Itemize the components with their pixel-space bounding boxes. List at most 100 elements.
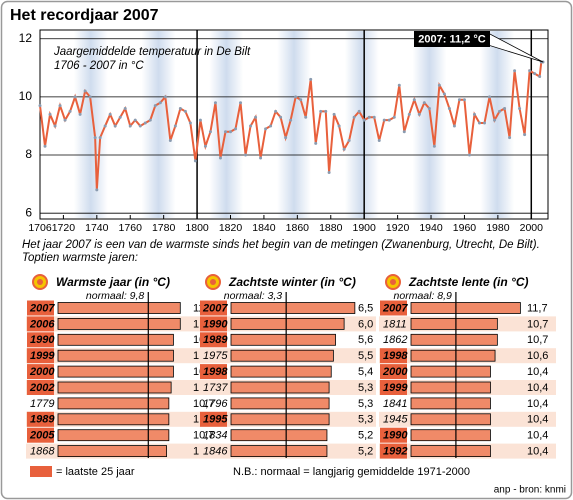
value-label: 5,3 — [358, 398, 373, 410]
value-label: 10,4 — [527, 382, 548, 394]
data-point — [138, 124, 142, 128]
title: Het recordjaar 2007 — [10, 7, 159, 24]
bar — [230, 445, 328, 458]
bar — [57, 317, 181, 330]
data-point — [467, 153, 471, 157]
year-highlight — [27, 348, 54, 364]
x-tick-label: 1880 — [319, 222, 343, 234]
normal-label: normaal: 9,8 — [86, 290, 145, 302]
bar — [57, 397, 170, 410]
year-label: 1989 — [203, 334, 228, 346]
year-label: 2006 — [29, 318, 55, 330]
bar — [57, 445, 167, 458]
data-point — [412, 98, 416, 102]
value-label: 5,3 — [358, 382, 373, 394]
data-point — [218, 156, 222, 160]
x-tick-label: 1900 — [353, 222, 377, 234]
band — [141, 31, 176, 218]
data-point — [402, 130, 406, 134]
bar — [230, 317, 345, 330]
data-point — [488, 95, 492, 99]
data-point — [427, 107, 431, 111]
data-point — [83, 89, 87, 93]
value-label: 10,4 — [527, 366, 548, 378]
normal-label: normaal: 3,3 — [224, 290, 283, 302]
value-label: 10,7 — [193, 430, 214, 442]
value-label: 6,5 — [358, 302, 373, 314]
data-point — [58, 104, 62, 108]
band — [209, 31, 244, 218]
band — [344, 31, 379, 218]
note: N.B.: normaal = langjarig gemiddelde 197… — [233, 466, 470, 478]
data-point — [198, 118, 202, 122]
data-point — [193, 159, 197, 163]
value-label: 10,4 — [527, 398, 548, 410]
data-point — [103, 124, 107, 128]
value-label: 5,6 — [358, 334, 373, 346]
year-label: 2007 — [29, 302, 55, 314]
data-point — [213, 101, 217, 105]
year-highlight — [380, 364, 407, 380]
year-label: 1975 — [203, 350, 228, 362]
data-point — [38, 104, 42, 108]
data-point — [523, 133, 527, 137]
year-label: 1945 — [383, 414, 408, 426]
data-point — [357, 109, 361, 113]
data-point — [95, 188, 99, 192]
normal-label: normaal: 8,9 — [394, 290, 453, 302]
data-point — [447, 107, 451, 111]
panel-title: Warmste jaar (in °C) — [56, 275, 170, 289]
data-point — [108, 112, 112, 116]
year-highlight — [27, 380, 54, 395]
data-point — [319, 109, 323, 113]
data-point — [158, 101, 162, 105]
data-point — [477, 121, 481, 125]
year-highlight — [200, 364, 227, 380]
source: anp - bron: knmi — [494, 485, 566, 496]
data-point — [78, 112, 82, 116]
year-label: 2000 — [29, 366, 55, 378]
icon — [37, 279, 43, 285]
data-point — [332, 112, 336, 116]
data-point — [183, 109, 187, 113]
bar — [410, 413, 491, 426]
data-point — [269, 124, 273, 128]
year-highlight — [380, 348, 407, 364]
x-tick-label: 1840 — [252, 222, 276, 234]
data-point — [342, 147, 346, 151]
data-point — [324, 109, 328, 113]
bar — [57, 413, 170, 426]
data-point — [437, 83, 441, 87]
data-point — [68, 109, 72, 113]
data-point — [88, 95, 92, 99]
x-tick-label: 1860 — [286, 222, 310, 234]
year-label: 2005 — [29, 430, 55, 442]
value-label: 10,6 — [527, 350, 548, 362]
bar — [230, 333, 336, 346]
year-label: 1998 — [203, 366, 228, 378]
band — [73, 31, 108, 218]
annotation-box — [414, 31, 490, 47]
year-label: 1834 — [203, 430, 227, 442]
data-point — [148, 118, 152, 122]
data-point — [143, 121, 147, 125]
data-point — [372, 115, 376, 119]
data-point — [362, 118, 366, 122]
subtitle: Jaargemiddelde temperatuur in De Bilt — [53, 46, 251, 58]
data-point — [239, 101, 243, 105]
x-tick-label: 1960 — [453, 222, 477, 234]
bar — [57, 333, 174, 346]
year-label: 1737 — [203, 382, 228, 394]
data-point — [53, 124, 57, 128]
y-tick-label: 6 — [25, 205, 32, 219]
data-point — [518, 107, 522, 111]
data-point — [417, 112, 421, 116]
data-point — [528, 69, 532, 73]
year-label: 1779 — [30, 398, 54, 410]
year-label: 1995 — [203, 414, 228, 426]
data-point — [163, 95, 167, 99]
data-point — [327, 170, 331, 174]
x-tick-label: 1706 — [28, 222, 52, 234]
year-label: 1999 — [383, 382, 408, 394]
